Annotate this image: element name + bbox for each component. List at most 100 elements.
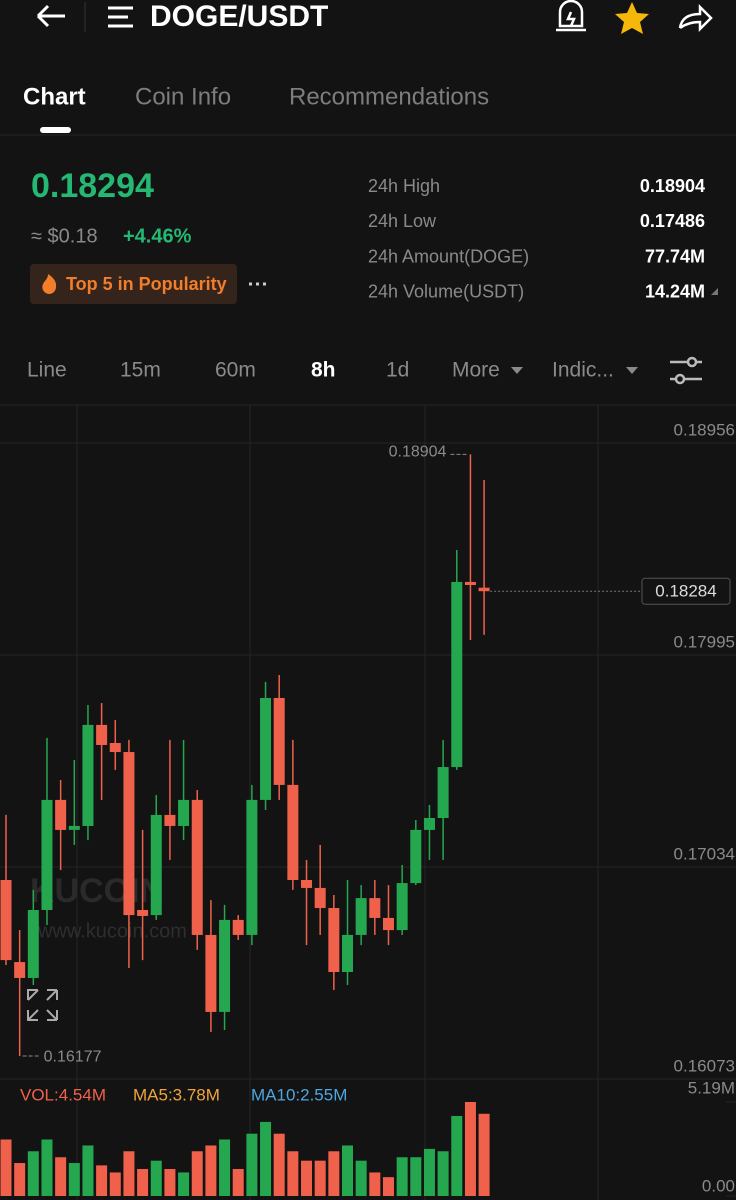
candle-body xyxy=(27,910,39,978)
legend-item: MA5:3.78M xyxy=(133,1085,220,1104)
volume-bar xyxy=(355,1160,367,1196)
stat-value: 0.17486 xyxy=(640,211,705,231)
candle-body xyxy=(178,799,190,826)
candle-body xyxy=(437,767,449,819)
volume-tick-label: 5.19M xyxy=(688,1078,735,1097)
volume-bar xyxy=(82,1145,94,1196)
volume-bar xyxy=(423,1148,435,1196)
volume-bar xyxy=(109,1172,121,1196)
stat-label: 24h Low xyxy=(368,211,437,231)
candle-body xyxy=(219,919,231,1012)
interval[interactable]: Line xyxy=(27,359,67,382)
flame-icon xyxy=(42,274,57,294)
candle-body xyxy=(382,917,394,931)
last-price: 0.18294 xyxy=(31,167,154,205)
volume-bar xyxy=(464,1102,476,1196)
settings-knob xyxy=(686,356,698,368)
candle-body xyxy=(14,962,26,978)
share-icon[interactable] xyxy=(678,3,713,33)
candle-body xyxy=(68,825,80,830)
candle-body xyxy=(301,879,313,888)
volume-bar xyxy=(219,1139,231,1196)
last-price-box xyxy=(641,577,731,605)
volume-bar xyxy=(382,1177,394,1196)
volume-bar xyxy=(123,1151,135,1196)
caret xyxy=(711,288,718,295)
candle-body xyxy=(423,818,435,830)
stat-label: 24h Volume(USDT) xyxy=(368,282,524,302)
menu-icon[interactable] xyxy=(108,6,133,28)
volume-legend: VOL:4.54M MA5:3.78M MA10:2.55M xyxy=(20,1085,347,1104)
interval[interactable]: 60m xyxy=(215,359,256,382)
volume-bar xyxy=(314,1160,326,1196)
fullscreen-icon[interactable] xyxy=(27,989,58,1021)
candle-body xyxy=(396,883,408,931)
interval[interactable]: More xyxy=(452,359,500,382)
candle-body xyxy=(260,697,272,800)
legend-item: MA10:2.55M xyxy=(251,1085,347,1104)
stat-value: 14.24M xyxy=(645,282,705,302)
candle-body xyxy=(369,898,381,918)
interval[interactable]: 15m xyxy=(120,359,161,382)
legend-item: VOL:4.54M xyxy=(20,1085,106,1104)
volume-bar xyxy=(478,1113,490,1196)
volume-bar xyxy=(301,1160,313,1196)
volume-bar xyxy=(342,1145,353,1196)
candle-body xyxy=(246,799,258,935)
stat-value: 77.74M xyxy=(645,246,705,266)
y-tick-label: 0.16073 xyxy=(674,1056,735,1075)
candle-body xyxy=(191,799,203,935)
watermark-url: www.kucoin.com xyxy=(37,920,187,942)
candle-body xyxy=(287,784,299,880)
last-price-label: 0.18284 xyxy=(655,582,716,601)
volume-bar xyxy=(68,1163,80,1196)
volume-bar xyxy=(164,1169,176,1196)
settings-knob xyxy=(674,373,686,385)
candle-body xyxy=(328,908,340,972)
volume-bar xyxy=(205,1145,217,1196)
volume-bar xyxy=(178,1172,190,1196)
stat-label: 24h Amount(DOGE) xyxy=(368,246,529,266)
volume-bar xyxy=(191,1151,203,1196)
candle-body xyxy=(451,581,463,768)
tab[interactable]: Recommendations xyxy=(289,83,489,110)
candle-body xyxy=(205,934,217,1012)
volume-bar xyxy=(260,1121,272,1196)
badge-text: Top 5 in Popularity xyxy=(66,274,227,294)
candle-body xyxy=(273,697,285,785)
back-button[interactable] xyxy=(36,4,65,28)
max-label: 0.18904 xyxy=(389,444,447,461)
badge[interactable] xyxy=(30,264,237,304)
y-tick-label: 0.18956 xyxy=(674,420,735,439)
candle-body xyxy=(82,724,94,826)
caret xyxy=(511,367,523,374)
y-tick-label: 0.17995 xyxy=(674,632,735,651)
candle-body xyxy=(232,919,244,935)
volume-bar xyxy=(0,1139,12,1196)
usd-price: ≈ $0.18 xyxy=(31,225,98,247)
change: +4.46% xyxy=(123,225,192,247)
volume-bar xyxy=(437,1151,449,1196)
candle-body xyxy=(355,898,367,935)
volume-bar xyxy=(410,1157,422,1196)
tab[interactable]: Chart xyxy=(23,83,86,110)
tab[interactable]: Coin Info xyxy=(135,83,231,110)
volume-bar xyxy=(287,1151,299,1196)
interval[interactable]: 8h xyxy=(311,359,336,382)
volume-bar xyxy=(137,1169,149,1196)
volume-bar xyxy=(150,1160,162,1196)
volume-bar xyxy=(246,1133,258,1196)
volume-bar xyxy=(273,1133,285,1196)
candle-body xyxy=(478,587,490,592)
interval[interactable]: 1d xyxy=(386,359,409,382)
candle-body xyxy=(0,879,12,961)
volume-bar xyxy=(41,1139,53,1196)
favorite-icon[interactable] xyxy=(615,2,649,34)
alert-icon[interactable] xyxy=(556,0,586,32)
candle-body xyxy=(150,814,162,916)
interval[interactable]: Indic... xyxy=(552,359,614,382)
stat-value: 0.18904 xyxy=(640,176,705,196)
stat-label: 24h High xyxy=(368,176,440,196)
